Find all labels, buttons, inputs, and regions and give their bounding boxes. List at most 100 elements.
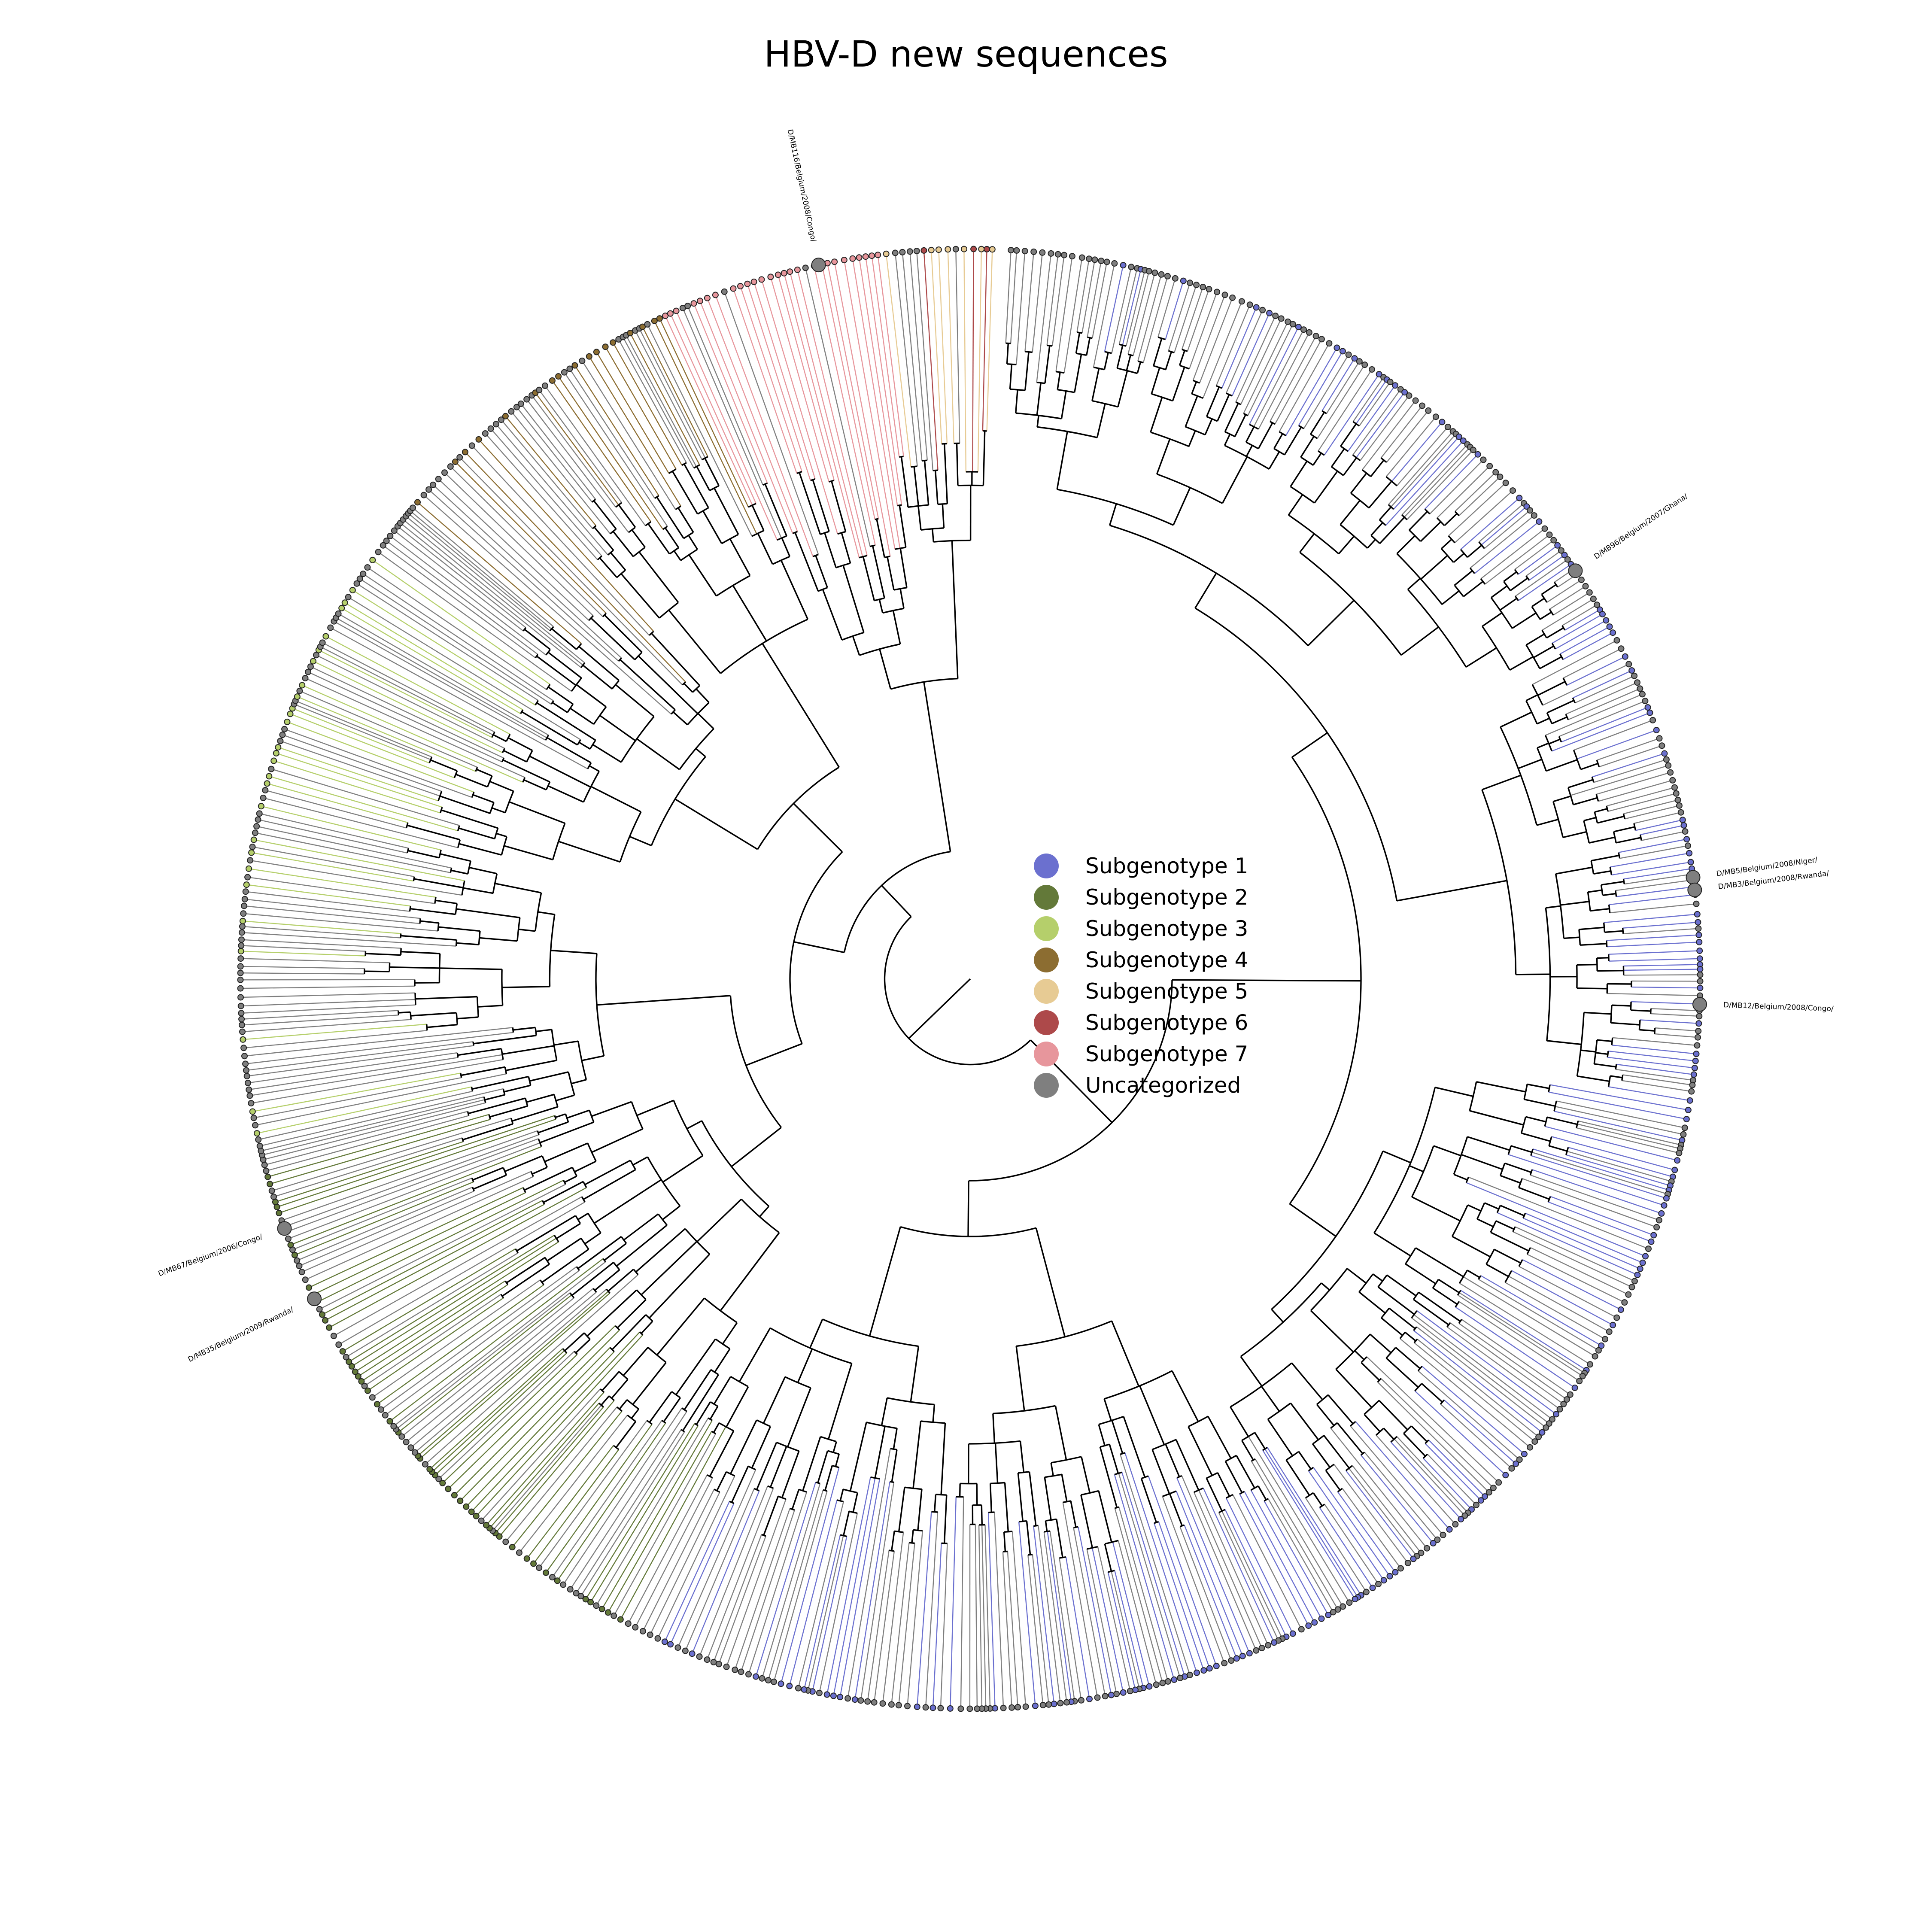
clade-arc bbox=[580, 1238, 589, 1250]
tip-branch bbox=[1192, 295, 1226, 381]
internal-branch bbox=[1500, 1175, 1521, 1184]
internal-branch bbox=[1191, 381, 1197, 394]
legend-label: Subgenotype 4 bbox=[1085, 948, 1248, 972]
tip-branch bbox=[408, 513, 550, 632]
tip-marker bbox=[343, 1354, 349, 1361]
tip-branch bbox=[505, 1406, 617, 1542]
tip-branch bbox=[1596, 772, 1671, 795]
tip-branch bbox=[1651, 1008, 1700, 1012]
internal-branch bbox=[1579, 927, 1604, 930]
tip-branch bbox=[1078, 1526, 1112, 1695]
tip-branch bbox=[1655, 1027, 1698, 1032]
tip-marker bbox=[786, 1683, 793, 1689]
clade-arc bbox=[1243, 413, 1249, 416]
clade-arc bbox=[1548, 1136, 1552, 1146]
internal-branch bbox=[1518, 1187, 1550, 1200]
tip-branch bbox=[267, 1114, 489, 1178]
internal-branch bbox=[1435, 1087, 1473, 1097]
internal-branch bbox=[1580, 1049, 1596, 1053]
tip-marker bbox=[1516, 1456, 1523, 1463]
tip-branch bbox=[442, 1354, 578, 1484]
tip-marker bbox=[1229, 295, 1236, 301]
internal-branch bbox=[1015, 389, 1018, 413]
tip-branch bbox=[393, 1261, 606, 1427]
tip-branch bbox=[338, 613, 549, 736]
internal-branch bbox=[683, 463, 709, 508]
internal-branch bbox=[799, 472, 821, 535]
internal-branch bbox=[1594, 808, 1608, 813]
tip-marker bbox=[346, 1358, 352, 1365]
tip-marker bbox=[1430, 1540, 1437, 1546]
internal-branch bbox=[1482, 775, 1521, 790]
tip-branch bbox=[410, 1291, 597, 1448]
tip-branch bbox=[361, 1284, 508, 1382]
tip-marker bbox=[560, 1581, 567, 1588]
internal-branch bbox=[457, 1048, 502, 1056]
tip-marker bbox=[960, 246, 967, 252]
tip-marker bbox=[238, 942, 245, 949]
tip-branch bbox=[1225, 1498, 1294, 1634]
clade-arc bbox=[1607, 1075, 1611, 1087]
tip-marker bbox=[335, 1341, 342, 1348]
internal-branch bbox=[696, 1401, 711, 1425]
tip-branch bbox=[1148, 1476, 1217, 1666]
internal-branch bbox=[1321, 1282, 1330, 1291]
clade-arc bbox=[1115, 1506, 1119, 1509]
tip-marker bbox=[1681, 1124, 1688, 1131]
tip-marker bbox=[407, 1444, 414, 1451]
internal-branch bbox=[638, 551, 679, 603]
internal-branch bbox=[1156, 438, 1171, 474]
internal-branch bbox=[1549, 738, 1561, 745]
clade-arc bbox=[1300, 456, 1314, 466]
internal-branch bbox=[1604, 930, 1623, 933]
clade-arc bbox=[647, 1347, 667, 1363]
clade-arc bbox=[904, 1486, 922, 1490]
tip-marker bbox=[952, 246, 959, 252]
tip-marker bbox=[1669, 777, 1676, 784]
internal-branch bbox=[934, 1494, 937, 1512]
internal-branch bbox=[505, 1060, 557, 1071]
internal-branch bbox=[1091, 368, 1100, 401]
tip-marker bbox=[330, 1333, 337, 1340]
internal-branch bbox=[1476, 1081, 1526, 1093]
tip-branch bbox=[400, 522, 581, 668]
clade-arc bbox=[1553, 582, 1558, 588]
tip-branch bbox=[294, 1181, 474, 1256]
tip-marker bbox=[1239, 1653, 1246, 1659]
internal-branch bbox=[891, 1531, 895, 1551]
tip-branch bbox=[1334, 1464, 1409, 1564]
tip-marker bbox=[1474, 451, 1481, 458]
tip-branch bbox=[1531, 1151, 1668, 1195]
tip-branch bbox=[1125, 270, 1145, 346]
tip-branch bbox=[562, 1407, 683, 1585]
internal-branch bbox=[459, 843, 502, 856]
tip-marker bbox=[593, 349, 600, 355]
tip-branch bbox=[1385, 440, 1464, 526]
internal-branch bbox=[647, 523, 670, 555]
tip-branch bbox=[459, 1347, 611, 1501]
clade-arc bbox=[662, 526, 668, 530]
internal-branch bbox=[513, 1027, 536, 1031]
internal-branch bbox=[617, 1299, 647, 1329]
tip-branch bbox=[380, 1266, 577, 1410]
internal-branch bbox=[636, 738, 680, 770]
internal-branch bbox=[547, 651, 582, 679]
tip-marker bbox=[256, 1142, 263, 1149]
tip-branch bbox=[1203, 1488, 1275, 1643]
tip-marker bbox=[1311, 1619, 1318, 1626]
tip-marker bbox=[1051, 1701, 1057, 1707]
tip-branch bbox=[1618, 838, 1687, 853]
internal-branch bbox=[770, 1446, 787, 1488]
tip-marker bbox=[871, 1699, 878, 1706]
clade-arc bbox=[1191, 393, 1203, 399]
tip-marker bbox=[1592, 1353, 1598, 1360]
tip-marker bbox=[1695, 1020, 1702, 1027]
tip-marker bbox=[1667, 769, 1674, 776]
internal-branch bbox=[731, 1148, 755, 1167]
clade-arc bbox=[501, 969, 504, 1005]
internal-branch bbox=[1081, 1456, 1091, 1493]
internal-branch bbox=[1312, 1492, 1323, 1507]
tip-marker bbox=[307, 663, 314, 670]
tip-marker bbox=[1554, 542, 1561, 549]
internal-branch bbox=[1340, 423, 1357, 447]
